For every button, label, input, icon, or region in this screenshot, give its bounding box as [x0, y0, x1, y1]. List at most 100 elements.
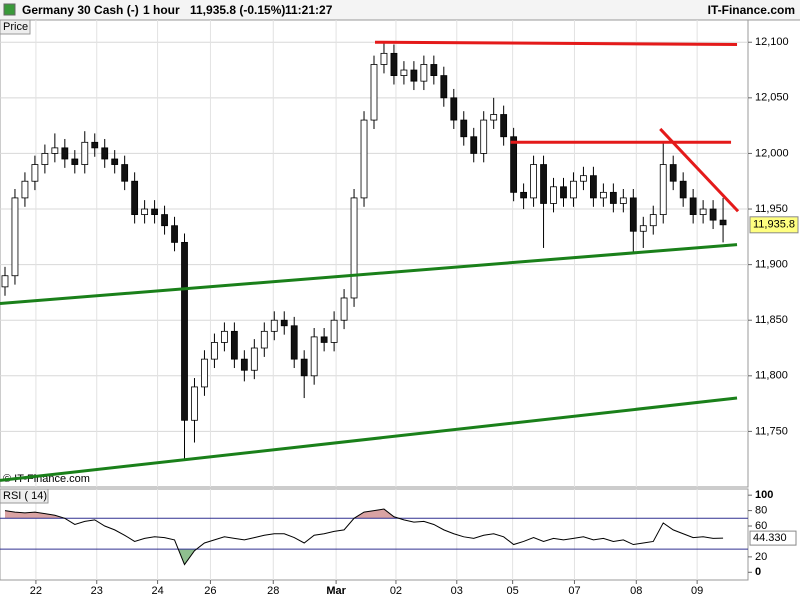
candle-body: [540, 164, 547, 204]
x-tick-label: 22: [30, 585, 42, 597]
x-tick-label: 05: [507, 585, 519, 597]
x-tick-label: 08: [630, 585, 642, 597]
x-tick-label: 28: [267, 585, 279, 597]
candle-body: [520, 191, 527, 199]
trendline: [0, 243, 738, 306]
trendline: [659, 127, 740, 213]
rsi-panel: [0, 488, 749, 581]
y-tick-label: 20: [755, 551, 767, 563]
candle-body: [61, 147, 69, 160]
candle-body: [141, 208, 149, 215]
x-tick-label: Mar: [326, 585, 346, 597]
candle-body: [181, 241, 188, 421]
candle-body: [131, 180, 139, 215]
candle-body: [1, 275, 9, 288]
rsi-last-box: [749, 530, 797, 546]
candle-body: [550, 186, 557, 204]
candle-body: [31, 164, 39, 182]
candle-body: [211, 342, 218, 360]
y-axis-label: Price: [3, 21, 28, 33]
candle-body: [410, 69, 418, 82]
last-price-label: 11,935.8: [753, 219, 795, 231]
y-tick-label: 0: [755, 566, 761, 578]
candle-body: [161, 214, 168, 227]
candle-body: [320, 336, 328, 343]
candle-body: [71, 158, 79, 165]
candle-body: [101, 147, 109, 160]
candle-body: [151, 208, 158, 215]
y-tick-label: 11,750: [755, 425, 788, 437]
candle-body: [510, 136, 518, 193]
icon[interactable]: [3, 3, 16, 16]
candle-body: [590, 175, 597, 199]
candle-body: [81, 141, 89, 165]
x-tick-label: 07: [568, 585, 580, 597]
candle-body: [420, 64, 428, 82]
candle-body: [270, 319, 278, 332]
rsi-label-box: [0, 488, 49, 504]
candle-body: [609, 191, 617, 204]
candle-body: [440, 75, 448, 99]
candle-body: [41, 153, 49, 165]
quote: 11,935.8 (-0.15%): [190, 3, 285, 17]
candle-body: [619, 197, 627, 204]
rsi-label: RSI ( 14): [3, 490, 47, 502]
candle-body: [340, 297, 348, 321]
candle-body: [560, 186, 567, 199]
interval: 1 hour: [143, 3, 180, 17]
y-tick-label: 100: [755, 489, 773, 501]
header-bar: [0, 0, 800, 20]
y-tick-label: 11,950: [755, 203, 788, 215]
candle-body: [201, 358, 208, 388]
candle-body: [450, 97, 458, 121]
rsi-oversold-fill: [4, 549, 724, 565]
candle-body: [709, 208, 717, 221]
candle-body: [639, 225, 647, 232]
candle-body: [570, 180, 577, 199]
candle-body: [290, 325, 298, 360]
price-label-box: [0, 19, 31, 35]
last-price-box: [749, 216, 799, 234]
candle-body: [350, 197, 358, 299]
rsi-last-label: 44.330: [753, 532, 787, 544]
candle-body: [430, 64, 438, 76]
candle-body: [480, 119, 488, 154]
trendline: [0, 396, 738, 482]
y-tick-label: 12,100: [755, 36, 789, 48]
candle-body: [310, 336, 318, 377]
candle-body: [400, 69, 408, 76]
chart-title: Germany 30 Cash (-): [22, 3, 139, 17]
marks: [1, 42, 727, 460]
candle-body: [111, 158, 119, 165]
candle-body: [470, 136, 478, 154]
candle-body: [679, 180, 687, 199]
candle-body: [280, 319, 288, 327]
candle-body: [699, 208, 707, 215]
candle-body: [240, 358, 248, 371]
candle-body: [490, 114, 498, 121]
candle-body: [91, 141, 99, 149]
grid: [0, 20, 748, 580]
candle-body: [669, 164, 677, 182]
x-tick-label: 02: [390, 585, 402, 597]
candle-body: [580, 175, 587, 182]
y-tick-label: 11,900: [755, 259, 788, 271]
rsi-line: [4, 508, 724, 566]
candle-body: [171, 225, 178, 243]
x-tick-label: 23: [91, 585, 103, 597]
x-tick-label: 24: [151, 585, 163, 597]
candle-body: [530, 164, 537, 199]
y-tick-label: 12,000: [755, 147, 789, 159]
candle-body: [629, 197, 637, 232]
candle-body: [250, 347, 258, 371]
candle-body: [121, 164, 129, 182]
x-tick-label: 03: [451, 585, 463, 597]
candle-body: [599, 191, 607, 199]
candle-body: [460, 119, 468, 138]
x-tick-label: 26: [204, 585, 216, 597]
candle-body: [659, 164, 667, 215]
trendline: [374, 40, 738, 46]
candle-body: [230, 330, 238, 360]
